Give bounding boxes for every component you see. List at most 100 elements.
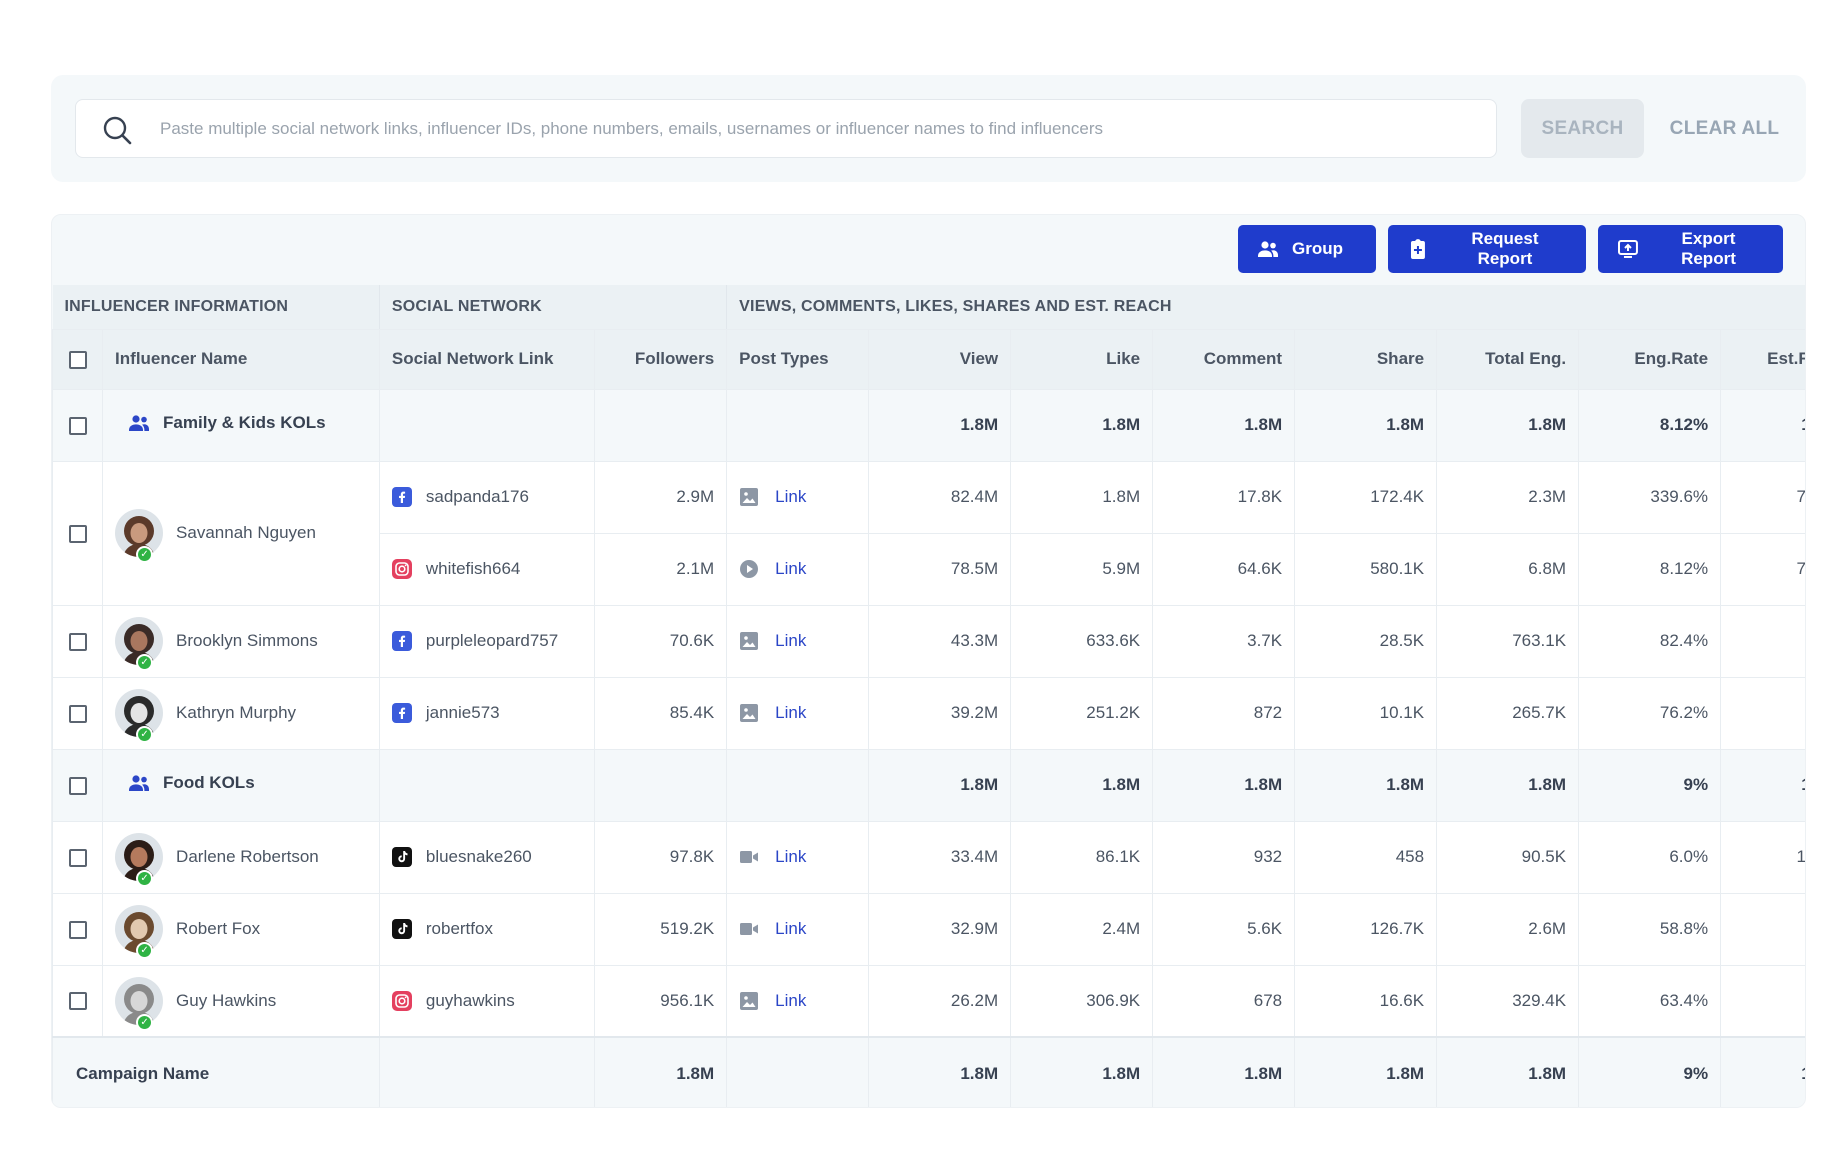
view-cell: 32.9M — [868, 892, 1012, 966]
eng-rate-cell: 6.0% — [1578, 820, 1722, 894]
verified-check-icon: ✓ — [136, 546, 154, 563]
social-handle[interactable]: robertfox — [425, 919, 493, 938]
col-social-link[interactable]: Social Network Link — [378, 328, 596, 390]
post-link[interactable]: Link — [775, 990, 807, 1010]
col-view[interactable]: View — [868, 328, 1012, 390]
like-cell: 5.9M — [1010, 532, 1154, 606]
avatar — [115, 976, 164, 1025]
social-link-cell: jannie573 — [378, 676, 596, 750]
influencer-name[interactable]: Kathryn Murphy — [176, 703, 297, 722]
search-button[interactable]: SEARCH — [1521, 99, 1644, 158]
social-handle[interactable]: jannie573 — [425, 703, 500, 722]
total-eng-cell: 329.4K — [1436, 964, 1580, 1038]
influencer-name[interactable]: Darlene Robertson — [176, 847, 319, 866]
influencer-name[interactable]: Savannah Nguyen — [176, 523, 316, 542]
facebook-icon — [391, 631, 412, 651]
total-eng-cell: 6.8M — [1436, 532, 1580, 606]
eng-rate-cell: 63.4% — [1578, 964, 1722, 1038]
like-cell: 2.4M — [1010, 892, 1154, 966]
eng-rate-cell: 8.12% — [1578, 532, 1722, 606]
group-est-reach-cell: 1.8M — [1720, 388, 1805, 462]
influencer-cell: ✓ Darlene Robertson — [102, 820, 380, 894]
footer-empty-cell — [726, 1036, 870, 1107]
col-eng-rate[interactable]: Eng.Rate — [1578, 328, 1722, 390]
group-like-cell: 1.8M — [1010, 388, 1154, 462]
search-input[interactable] — [160, 112, 1480, 146]
verified-check-icon: ✓ — [136, 1013, 154, 1031]
row-checkbox[interactable] — [68, 704, 87, 723]
group-eng-rate-cell: 9% — [1578, 748, 1722, 822]
row-checkbox[interactable] — [68, 992, 87, 1011]
total-eng-cell: 763.1K — [1436, 604, 1580, 678]
empty-cell — [594, 388, 728, 462]
social-handle[interactable]: bluesnake260 — [425, 847, 532, 866]
row-checkbox[interactable] — [68, 920, 87, 939]
avatar-wrap: ✓ — [115, 689, 164, 743]
followers-cell: 85.4K — [594, 676, 728, 750]
total-eng-cell: 2.3M — [1436, 460, 1580, 534]
table-body: Family & Kids KOLs 1.8M 1.8M 1.8M 1.8M 1.8M 8.… — [52, 388, 1805, 1038]
checkbox-cell — [52, 964, 104, 1038]
search-box[interactable] — [75, 99, 1497, 158]
like-cell: 251.2K — [1010, 676, 1154, 750]
social-handle[interactable]: sadpanda176 — [425, 487, 529, 506]
influencer-name[interactable]: Guy Hawkins — [176, 990, 277, 1010]
clear-all-button[interactable]: CLEAR ALL — [1662, 99, 1787, 158]
export-report-button[interactable]: Export Report — [1598, 225, 1783, 273]
post-link[interactable]: Link — [775, 631, 807, 650]
group-total-eng-cell: 1.8M — [1436, 388, 1580, 462]
post-link[interactable]: Link — [775, 847, 807, 866]
group-view-cell: 1.8M — [868, 388, 1012, 462]
influencer-cell: ✓ Savannah Nguyen — [102, 460, 380, 606]
row-checkbox[interactable] — [68, 524, 87, 543]
clipboard-plus-icon — [1410, 239, 1425, 259]
verified-check-icon: ✓ — [136, 654, 154, 671]
video-icon — [740, 923, 759, 935]
export-report-label: Export Report — [1681, 229, 1736, 268]
col-est-reach[interactable]: Est.Reac — [1720, 328, 1805, 390]
col-influencer-name[interactable]: Influencer Name — [102, 328, 380, 390]
col-share[interactable]: Share — [1294, 328, 1438, 390]
post-link[interactable]: Link — [775, 487, 807, 506]
influencer-name[interactable]: Robert Fox — [176, 919, 261, 938]
est-reach-cell: 786.3 — [1720, 460, 1805, 534]
avatar-wrap: ✓ — [115, 905, 164, 959]
row-checkbox[interactable] — [68, 776, 87, 795]
table-row: ✓ Darlene Robertson bluesnake260 97.8K Link 3… — [52, 820, 1805, 894]
export-icon — [1617, 240, 1638, 258]
group-total-eng-cell: 1.8M — [1436, 748, 1580, 822]
group-header-row: INFLUENCER INFORMATION SOCIAL NETWORK VI… — [52, 285, 1805, 330]
social-handle[interactable]: guyhawkins — [425, 990, 515, 1010]
social-handle[interactable]: whitefish664 — [425, 559, 521, 578]
social-handle[interactable]: purpleleopard757 — [425, 631, 559, 650]
request-report-button[interactable]: Request Report — [1388, 225, 1586, 273]
group-icon — [129, 774, 150, 791]
row-checkbox[interactable] — [68, 848, 87, 867]
row-checkbox[interactable] — [68, 632, 87, 651]
comment-cell: 5.6K — [1152, 892, 1296, 966]
row-checkbox[interactable] — [68, 416, 87, 435]
group-row[interactable]: Family & Kids KOLs 1.8M 1.8M 1.8M 1.8M 1.8M 8.… — [52, 388, 1805, 462]
group-comment-cell: 1.8M — [1152, 388, 1296, 462]
total-eng-cell: 90.5K — [1436, 820, 1580, 894]
group-button[interactable]: Group — [1238, 225, 1376, 273]
col-total-eng[interactable]: Total Eng. — [1436, 328, 1580, 390]
post-link[interactable]: Link — [775, 919, 807, 938]
like-cell: 633.6K — [1010, 604, 1154, 678]
col-like[interactable]: Like — [1010, 328, 1154, 390]
col-post-types[interactable]: Post Types — [726, 328, 870, 390]
followers-cell: 519.2K — [594, 892, 728, 966]
col-comment[interactable]: Comment — [1152, 328, 1296, 390]
total-eng-cell: 265.7K — [1436, 676, 1580, 750]
influencer-name[interactable]: Brooklyn Simmons — [176, 631, 318, 650]
social-link-cell: robertfox — [378, 892, 596, 966]
post-link[interactable]: Link — [775, 559, 807, 578]
post-link[interactable]: Link — [775, 703, 807, 722]
select-all-checkbox[interactable] — [68, 350, 87, 369]
share-cell: 28.5K — [1294, 604, 1438, 678]
like-cell: 306.9K — [1010, 964, 1154, 1038]
view-cell: 33.4M — [868, 820, 1012, 894]
influencer-cell: ✓ Guy Hawkins — [102, 964, 380, 1038]
col-followers[interactable]: Followers — [594, 328, 728, 390]
